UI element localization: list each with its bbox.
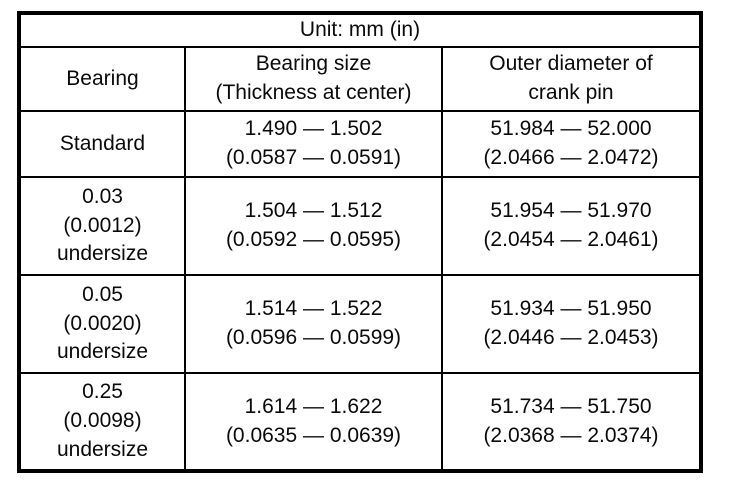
size-in-value: (0.0635 — 0.0639)	[225, 423, 402, 447]
bearing-undersize-label: undersize	[56, 437, 149, 461]
bearing-cell: 0.03 (0.0012) undersize	[18, 176, 186, 276]
col-header-outer-diameter: Outer diameter of crank pin	[441, 46, 702, 112]
table-row-undersize-005: 0.05 (0.0020) undersize 1.514 — 1.522 (0…	[18, 274, 702, 374]
bearing-cell: Standard	[18, 110, 186, 178]
outer-diameter-cell: 51.984 — 52.000 (2.0466 — 2.0472)	[441, 110, 702, 178]
bearing-label: Standard	[59, 131, 146, 155]
bearing-cell: 0.05 (0.0020) undersize	[18, 274, 186, 374]
size-mm-value: 1.514 — 1.522	[244, 297, 383, 321]
bearing-size-cell: 1.614 — 1.622 (0.0635 — 0.0639)	[184, 372, 443, 472]
header-size-line1: Bearing size	[255, 52, 372, 76]
header-row: Bearing Bearing size (Thickness at cente…	[18, 46, 702, 112]
bearing-size-mm: 0.05	[82, 282, 123, 306]
bearing-size-mm: 0.03	[82, 184, 123, 208]
size-mm-value: 1.490 — 1.502	[244, 117, 383, 141]
bearing-size-in: (0.0012)	[63, 213, 142, 237]
size-in-value: (0.0592 — 0.0595)	[225, 228, 402, 251]
col-header-bearing-size: Bearing size (Thickness at center)	[184, 46, 443, 112]
bearing-size-in: (0.0098)	[63, 409, 142, 433]
table-row-undersize-025: 0.25 (0.0098) undersize 1.614 — 1.622 (0…	[18, 372, 702, 472]
size-in-value: (0.0587 — 0.0591)	[225, 146, 402, 169]
od-mm-value: 51.934 — 51.950	[490, 297, 652, 321]
outer-diameter-cell: 51.734 — 51.750 (2.0368 — 2.0374)	[441, 372, 702, 472]
unit-label: Unit: mm (in)	[299, 18, 421, 42]
bearing-size-cell: 1.490 — 1.502 (0.0587 — 0.0591)	[184, 110, 443, 178]
col-header-bearing: Bearing	[18, 46, 186, 112]
header-bearing-label: Bearing	[66, 66, 139, 90]
od-in-value: (2.0368 — 2.0374)	[483, 423, 659, 447]
bearing-size-mm: 0.25	[82, 380, 123, 404]
bearing-size-in: (0.0020)	[63, 311, 142, 335]
table-row-undersize-003: 0.03 (0.0012) undersize 1.504 — 1.512 (0…	[18, 176, 702, 276]
header-size-line2: (Thickness at center)	[215, 81, 412, 104]
unit-row: Unit: mm (in)	[18, 12, 702, 48]
unit-cell: Unit: mm (in)	[18, 12, 702, 48]
od-in-value: (2.0454 — 2.0461)	[483, 228, 659, 251]
od-mm-value: 51.734 — 51.750	[490, 394, 652, 418]
table-row-standard: Standard 1.490 — 1.502 (0.0587 — 0.0591)…	[18, 110, 702, 178]
size-mm-value: 1.614 — 1.622	[244, 394, 383, 418]
size-in-value: (0.0596 — 0.0599)	[225, 326, 402, 349]
outer-diameter-cell: 51.954 — 51.970 (2.0454 — 2.0461)	[441, 176, 702, 276]
outer-diameter-cell: 51.934 — 51.950 (2.0446 — 2.0453)	[441, 274, 702, 374]
od-mm-value: 51.984 — 52.000	[490, 117, 652, 141]
size-mm-value: 1.504 — 1.512	[244, 199, 383, 223]
bearing-size-cell: 1.504 — 1.512 (0.0592 — 0.0595)	[184, 176, 443, 276]
od-in-value: (2.0446 — 2.0453)	[483, 326, 659, 349]
bearing-cell: 0.25 (0.0098) undersize	[18, 372, 186, 472]
od-in-value: (2.0466 — 2.0472)	[483, 146, 659, 169]
header-od-line2: crank pin	[528, 81, 614, 104]
bearing-size-cell: 1.514 — 1.522 (0.0596 — 0.0599)	[184, 274, 443, 374]
bearing-undersize-label: undersize	[56, 242, 149, 266]
bearing-undersize-label: undersize	[56, 340, 149, 364]
header-od-line1: Outer diameter of	[489, 52, 653, 76]
od-mm-value: 51.954 — 51.970	[490, 199, 652, 223]
bearing-spec-table: Unit: mm (in) Bearing Bearing size (Thic…	[17, 11, 703, 473]
